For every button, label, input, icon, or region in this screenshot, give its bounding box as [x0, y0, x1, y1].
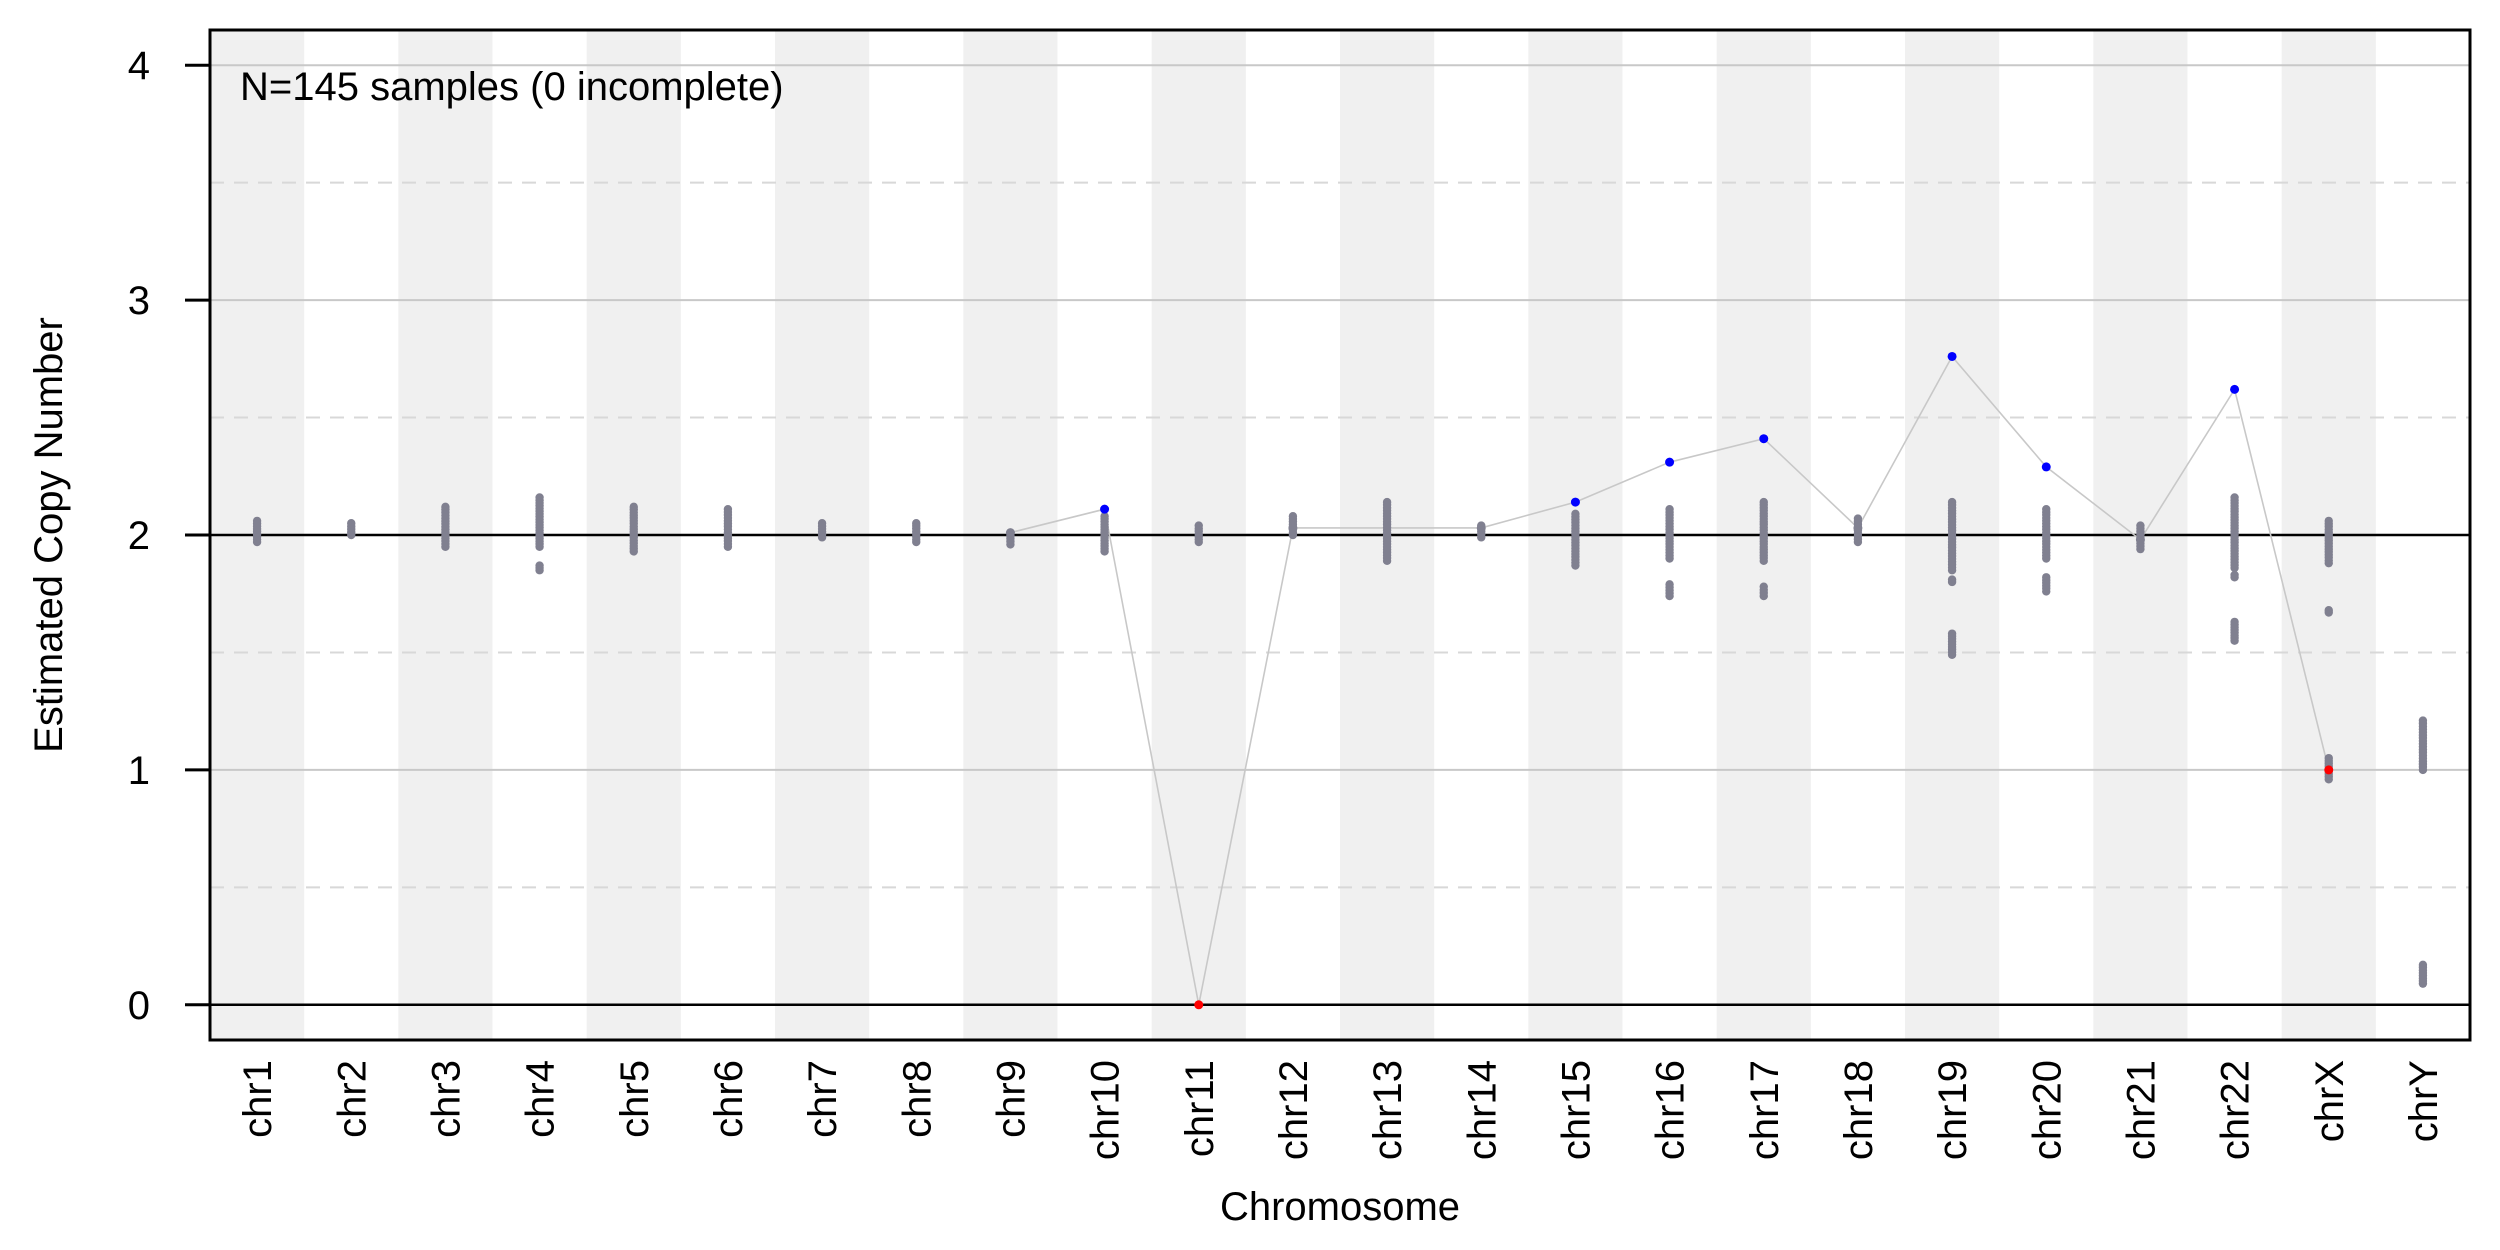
sample-point-chr13 — [1382, 497, 1392, 507]
x-tick-label-chr6: chr6 — [707, 1060, 751, 1138]
highlighted-sample-points — [1005, 351, 2334, 1010]
sample-point-chr16 — [1665, 580, 1674, 589]
reference-lines — [210, 533, 2470, 1007]
sample-point-chr12 — [1288, 512, 1298, 521]
y-tick-label-3: 3 — [128, 279, 150, 323]
highlighted-point-chr20 — [2041, 462, 2051, 472]
y-tick-label-2: 2 — [128, 514, 150, 558]
x-tick-label-chr2: chr2 — [330, 1060, 374, 1138]
highlighted-point-chr19 — [1947, 351, 1957, 361]
y-axis: 0 1 2 3 4 — [128, 44, 210, 1028]
sample-point-chr3 — [441, 502, 450, 512]
x-tick-label-chr15: chr15 — [1554, 1060, 1598, 1160]
y-tick-label-0: 0 — [128, 984, 150, 1028]
sample-point-chr22 — [2230, 570, 2239, 580]
sample-point-chr17 — [1759, 582, 1768, 591]
sample-point-chr18 — [1853, 514, 1863, 523]
x-tick-label-chr17: chr17 — [1743, 1060, 1787, 1160]
x-tick-label-chr14: chr14 — [1460, 1060, 1504, 1160]
sample-point-chr15 — [1571, 509, 1580, 519]
x-tick-label-chr16: chr16 — [1649, 1060, 1693, 1160]
x-tick-label-chrx: chrX — [2308, 1060, 2352, 1142]
highlighted-point-chr22 — [2230, 384, 2240, 394]
sample-point-chr20 — [2042, 573, 2051, 582]
highlighted-point-chr21 — [2135, 535, 2145, 545]
sample-points — [252, 493, 2428, 988]
sample-point-chr19 — [1947, 497, 1957, 507]
sample-point-chr19 — [1947, 575, 1957, 584]
highlighted-point-chr16 — [1665, 457, 1675, 467]
highlighted-point-chr12 — [1288, 523, 1298, 533]
sample-point-chrx — [2324, 605, 2333, 615]
highlighted-point-chr11 — [1194, 1000, 1204, 1010]
sample-point-chr19 — [1947, 629, 1957, 638]
sample-point-chry — [2418, 960, 2428, 970]
x-tick-label-chr19: chr19 — [1931, 1060, 1975, 1160]
highlighted-point-chr15 — [1570, 497, 1580, 507]
x-tick-label-chr20: chr20 — [2025, 1060, 2069, 1160]
sample-point-chr20 — [2042, 504, 2051, 514]
x-tick-label-chr12: chr12 — [1272, 1060, 1316, 1160]
highlighted-sample-path — [1010, 355, 2330, 1005]
sample-point-chrx — [2324, 516, 2333, 526]
sample-point-chr22 — [2230, 617, 2239, 627]
sample-point-chr21 — [2136, 521, 2145, 530]
sample-point-chr2 — [347, 519, 356, 528]
x-tick-label-chr9: chr9 — [989, 1060, 1033, 1138]
x-tick-label-chr1: chr1 — [236, 1060, 280, 1138]
sample-point-chr11 — [1194, 521, 1203, 530]
highlighted-point-chr10 — [1100, 504, 1110, 514]
x-axis-label: Chromosome — [1220, 1185, 1460, 1229]
x-tick-label-chry: chrY — [2402, 1060, 2446, 1142]
y-tick-label-4: 4 — [128, 44, 150, 88]
x-tick-label-chr13: chr13 — [1366, 1060, 1410, 1160]
x-axis: chr1 chr2 chr3 chr4 chr5 chr6 chr7 chr8 chr9 chr1… — [236, 1060, 2446, 1160]
sample-point-chr6 — [723, 504, 733, 514]
highlighted-sample-line — [1010, 355, 2330, 1005]
sample-point-chr17 — [1759, 497, 1768, 507]
x-tick-label-chr10: chr10 — [1084, 1060, 1128, 1160]
x-tick-label-chr8: chr8 — [895, 1060, 939, 1138]
x-tick-label-chr22: chr22 — [2214, 1060, 2258, 1160]
y-axis-label: Estimated Copy Number — [27, 317, 71, 753]
sample-point-chr8 — [912, 519, 921, 528]
sample-point-chry — [2418, 716, 2428, 725]
sample-point-chr22 — [2230, 493, 2239, 502]
sample-count-annotation: N=145 samples (0 incomplete) — [240, 65, 784, 109]
sample-point-chr5 — [629, 502, 638, 512]
sample-point-chr7 — [817, 519, 827, 528]
highlighted-point-chr18 — [1853, 523, 1863, 533]
x-tick-label-chr5: chr5 — [613, 1060, 657, 1138]
sample-point-chr4 — [535, 561, 544, 570]
highlighted-point-chr14 — [1476, 523, 1486, 533]
x-tick-label-chr7: chr7 — [801, 1060, 845, 1138]
x-tick-label-chr4: chr4 — [519, 1060, 563, 1138]
sample-point-chr10 — [1100, 512, 1109, 521]
highlighted-point-chrx — [2324, 765, 2334, 775]
x-tick-label-chr18: chr18 — [1837, 1060, 1881, 1160]
sample-point-chr1 — [252, 516, 262, 526]
x-tick-label-chr11: chr11 — [1178, 1060, 1222, 1157]
x-tick-label-chr3: chr3 — [424, 1060, 468, 1138]
sample-point-chr16 — [1665, 504, 1674, 514]
sample-point-chr4 — [535, 493, 544, 502]
y-tick-label-1: 1 — [128, 749, 150, 793]
x-tick-label-chr21: chr21 — [2119, 1060, 2163, 1160]
highlighted-point-chr9 — [1005, 528, 1015, 538]
highlighted-point-chr17 — [1759, 434, 1769, 444]
sample-point-chrx — [2324, 753, 2333, 763]
